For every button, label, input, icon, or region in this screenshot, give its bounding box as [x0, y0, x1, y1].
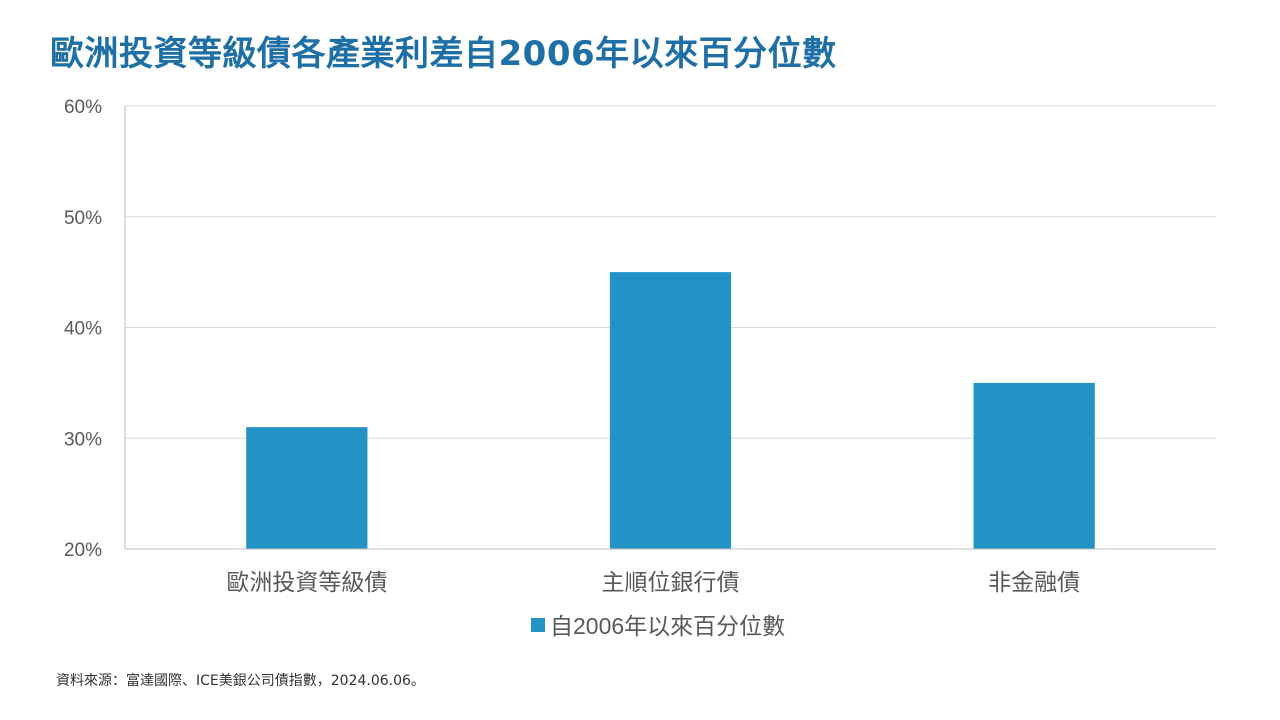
bar	[973, 382, 1095, 549]
legend-label: 自2006年以來百分位數	[550, 613, 785, 639]
x-tick-label: 主順位銀行債	[602, 569, 740, 595]
x-axis-tick-labels: 歐洲投資等級債 主順位銀行債 非金融債	[226, 569, 1080, 595]
y-tick-label: 50%	[64, 208, 102, 229]
bars	[246, 272, 1095, 549]
source-note: 資料來源：富達國際、ICE美銀公司債指數，2024.06.06。	[56, 673, 425, 689]
y-tick-label: 20%	[64, 540, 102, 561]
x-tick-label: 非金融債	[988, 569, 1080, 595]
y-axis-tick-labels: 20% 30% 40% 50% 60%	[64, 97, 102, 561]
legend: 自2006年以來百分位數	[531, 613, 785, 639]
bar	[246, 427, 368, 549]
axes	[124, 106, 1216, 550]
x-tick-label: 歐洲投資等級債	[226, 569, 387, 595]
y-tick-label: 30%	[64, 429, 102, 450]
legend-swatch	[531, 618, 545, 632]
bar	[609, 272, 732, 549]
y-tick-label: 40%	[64, 319, 102, 340]
chart-title: 歐洲投資等級債各產業利差自2006年以來百分位數	[50, 34, 837, 74]
y-tick-label: 60%	[64, 97, 102, 118]
